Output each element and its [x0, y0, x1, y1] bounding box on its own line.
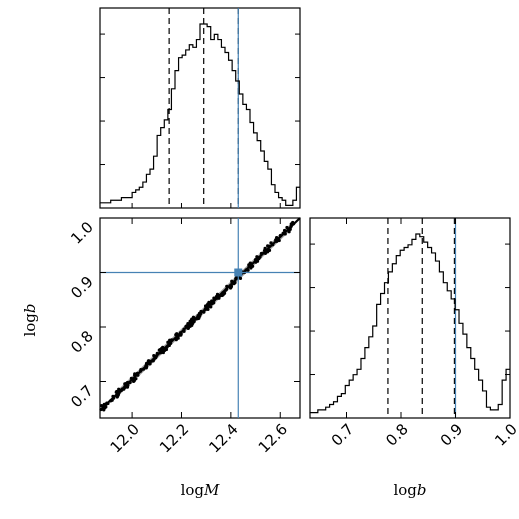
- x-axis-label-logM: logM: [181, 481, 220, 499]
- joint-sample-point: [117, 387, 121, 391]
- joint-ridge-line: [99, 217, 301, 412]
- joint-ytick-label-2: 0.9: [67, 273, 97, 303]
- joint-sample-point: [132, 379, 136, 383]
- joint-ytick-label-3: 1.0: [67, 218, 97, 248]
- logb-histogram-steps: [309, 233, 510, 414]
- logb-xtick-label-3: 1.0: [491, 420, 519, 450]
- joint-ytick-label-0: 0.7: [67, 382, 97, 412]
- joint-truth-marker: [234, 268, 243, 277]
- joint-sample-point: [263, 246, 267, 251]
- logb-histogram-panel: 0.7 0.8 0.9 1.0 logb: [309, 217, 519, 499]
- logb-xtick-label-0: 0.7: [328, 420, 358, 450]
- joint-sample-point: [228, 286, 233, 290]
- logb-xtick-label-1: 0.8: [382, 420, 412, 450]
- joint-scatter-panel: 12.0 12.2 12.4 12.6 0.7 0.8 0.9 1.0 logM logb: [21, 217, 301, 499]
- logM-histogram-panel: [99, 7, 301, 209]
- joint-frame: [99, 217, 301, 419]
- logM-histogram-frame: [99, 7, 301, 209]
- joint-sample-point: [102, 408, 106, 412]
- joint-sample-point: [157, 348, 161, 352]
- logb-histogram-frame: [309, 217, 511, 419]
- joint-sample-point: [287, 230, 291, 234]
- joint-sample-point: [190, 323, 194, 327]
- x-axis-label-logb: logb: [393, 481, 426, 499]
- joint-xtick-label-0: 12.0: [107, 420, 143, 456]
- joint-sample-point: [100, 403, 104, 408]
- joint-xtick-label-3: 12.6: [255, 420, 291, 456]
- logM-histogram-steps: [99, 23, 300, 207]
- joint-xtick-label-1: 12.2: [156, 420, 192, 456]
- joint-sample-point: [238, 276, 243, 280]
- y-axis-label-logb: logb: [21, 303, 39, 336]
- joint-sample-point: [209, 305, 213, 309]
- logb-xtick-label-2: 0.9: [437, 420, 467, 450]
- joint-xtick-label-2: 12.4: [205, 420, 241, 456]
- joint-ytick-label-1: 0.8: [67, 327, 97, 357]
